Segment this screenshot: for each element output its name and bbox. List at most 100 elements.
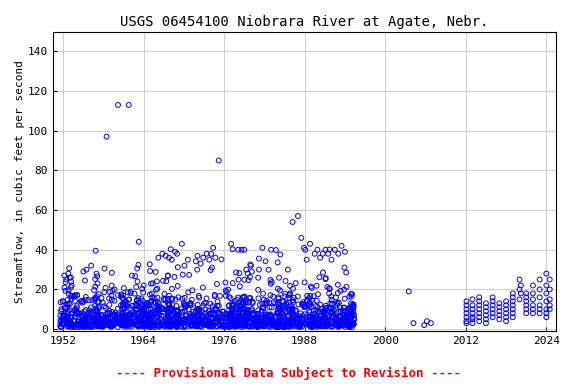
Point	[335, 304, 344, 310]
Text: ---- Provisional Data Subject to Revision ----: ---- Provisional Data Subject to Revisio…	[116, 367, 460, 380]
Point	[193, 306, 202, 312]
Point	[153, 307, 162, 313]
Point	[225, 303, 234, 309]
Point	[79, 268, 88, 275]
Point	[196, 261, 205, 267]
Point	[177, 241, 187, 247]
Point	[256, 314, 265, 321]
Point	[64, 287, 73, 293]
Point	[178, 271, 187, 278]
Point	[246, 319, 255, 326]
Point	[106, 321, 115, 328]
Point	[282, 323, 291, 329]
Point	[173, 264, 183, 270]
Point	[101, 318, 110, 324]
Point	[293, 314, 302, 320]
Point	[340, 319, 349, 325]
Point	[63, 304, 72, 310]
Point	[180, 324, 189, 330]
Point	[261, 322, 270, 328]
Point	[221, 323, 230, 329]
Point	[274, 294, 283, 300]
Point	[313, 291, 323, 297]
Point	[340, 320, 350, 326]
Point	[107, 270, 116, 276]
Point	[348, 321, 358, 327]
Point	[154, 323, 164, 329]
Point	[65, 319, 74, 325]
Point	[349, 315, 358, 321]
Point	[164, 313, 173, 319]
Point	[269, 320, 278, 326]
Point	[210, 319, 219, 325]
Point	[462, 310, 471, 316]
Point	[66, 320, 75, 326]
Point	[165, 293, 174, 299]
Point	[81, 324, 90, 330]
Point	[170, 249, 180, 255]
Point	[257, 245, 267, 251]
Point	[274, 314, 283, 320]
Point	[214, 316, 223, 322]
Point	[170, 274, 179, 280]
Point	[325, 247, 334, 253]
Point	[62, 301, 71, 307]
Point	[259, 317, 268, 323]
Point	[225, 324, 234, 330]
Point	[244, 277, 253, 283]
Point	[230, 298, 240, 304]
Point	[130, 310, 139, 316]
Point	[131, 313, 141, 319]
Point	[279, 303, 288, 310]
Point	[198, 319, 207, 325]
Point	[118, 305, 127, 311]
Point	[291, 280, 300, 286]
Point	[70, 322, 79, 328]
Point	[316, 301, 325, 308]
Point	[166, 318, 175, 324]
Point	[161, 322, 170, 328]
Point	[111, 310, 120, 316]
Point	[339, 321, 348, 328]
Point	[199, 303, 208, 309]
Point	[141, 311, 150, 318]
Point	[165, 300, 174, 306]
Point	[339, 312, 348, 318]
Point	[105, 321, 115, 327]
Point	[204, 308, 214, 314]
Point	[185, 302, 195, 308]
Point	[336, 308, 345, 314]
Point	[227, 306, 236, 313]
Point	[188, 316, 198, 323]
Point	[238, 294, 247, 300]
Point	[313, 315, 323, 321]
Point	[92, 314, 101, 320]
Point	[193, 253, 202, 259]
Point	[173, 322, 182, 328]
Point	[154, 312, 164, 318]
Point	[349, 321, 358, 327]
Point	[161, 322, 170, 328]
Point	[119, 318, 128, 324]
Point	[247, 268, 256, 275]
Point	[114, 315, 123, 321]
Point	[274, 306, 283, 312]
Point	[117, 322, 126, 328]
Point	[134, 318, 143, 324]
Point	[167, 296, 176, 302]
Point	[327, 320, 336, 326]
Point	[173, 283, 182, 289]
Point	[194, 314, 203, 320]
Point	[528, 302, 537, 308]
Point	[300, 319, 309, 325]
Point	[113, 292, 123, 298]
Point	[83, 323, 92, 329]
Point	[282, 319, 291, 326]
Point	[120, 317, 129, 323]
Point	[77, 323, 86, 329]
Point	[93, 314, 103, 321]
Point	[320, 309, 329, 315]
Point	[234, 300, 243, 306]
Point	[73, 323, 82, 329]
Point	[138, 309, 147, 315]
